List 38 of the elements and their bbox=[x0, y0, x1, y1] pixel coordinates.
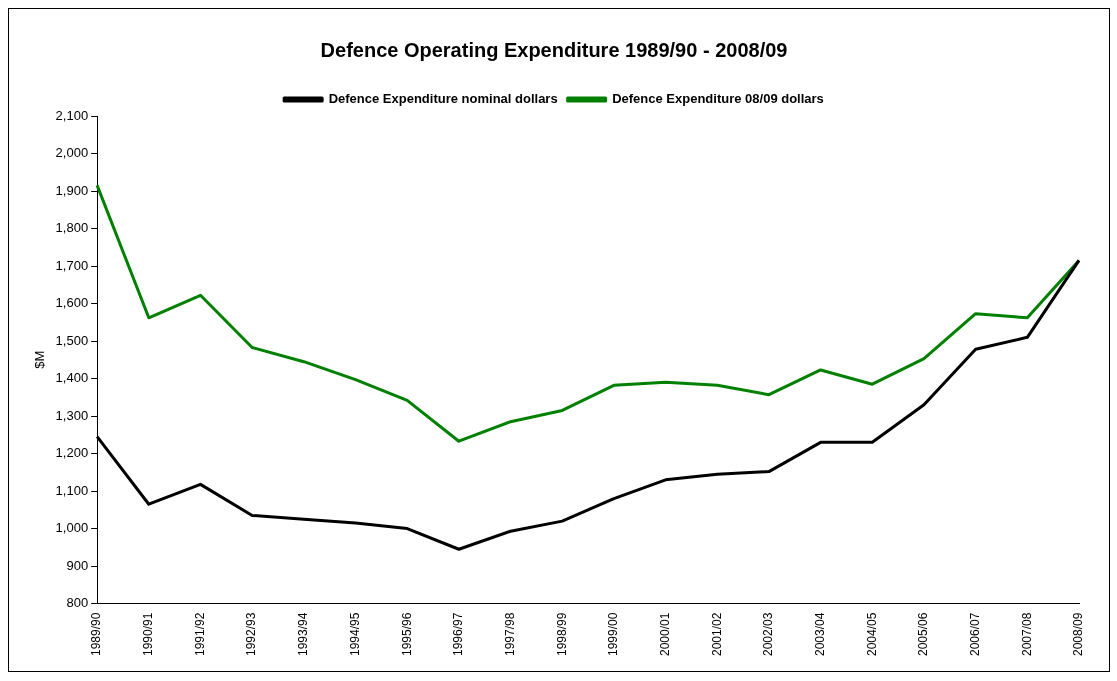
y-tick-label: 1,100 bbox=[55, 482, 89, 498]
x-tick-label: 1997/98 bbox=[502, 612, 517, 657]
x-tick-label: 1992/93 bbox=[244, 612, 259, 657]
x-tick-label: 2007/08 bbox=[1019, 612, 1034, 657]
y-tick-label: 1,500 bbox=[55, 332, 89, 348]
y-tick-label: 1,800 bbox=[55, 220, 89, 236]
y-tick-label: 2,100 bbox=[55, 107, 89, 123]
legend-label: Defence Expenditure nominal dollars bbox=[328, 91, 558, 107]
y-tick-label: 1,700 bbox=[55, 257, 89, 273]
x-tick-label: 2001/02 bbox=[709, 612, 724, 657]
legend-label: Defence Expenditure 08/09 dollars bbox=[612, 91, 824, 107]
x-tick-label: 1991/92 bbox=[192, 612, 207, 657]
x-tick-label: 2002/03 bbox=[761, 612, 776, 657]
x-tick-label: 1993/94 bbox=[296, 612, 311, 657]
x-tick-label: 2005/06 bbox=[916, 612, 931, 657]
chart-title: Defence Operating Expenditure 1989/90 - 2008/09 bbox=[320, 38, 788, 61]
y-tick-label: 1,000 bbox=[55, 520, 89, 536]
y-tick-label: 1,200 bbox=[55, 445, 89, 461]
x-tick-label: 2004/05 bbox=[864, 612, 879, 657]
x-tick-label: 1995/96 bbox=[399, 612, 414, 657]
x-tick-label: 1989/90 bbox=[89, 612, 104, 657]
x-tick-label: 1998/99 bbox=[554, 612, 569, 657]
x-tick-label: 2000/01 bbox=[657, 612, 672, 657]
x-tick-label: 2003/04 bbox=[812, 612, 827, 657]
x-tick-label: 1996/97 bbox=[451, 612, 466, 657]
y-tick-label: 2,000 bbox=[55, 145, 89, 161]
x-tick-label: 2006/07 bbox=[967, 612, 982, 657]
x-tick-label: 1990/91 bbox=[141, 612, 156, 657]
x-tick-label: 2008/09 bbox=[1071, 612, 1086, 657]
x-tick-label: 1999/00 bbox=[606, 612, 621, 657]
y-axis-title: $M bbox=[32, 350, 48, 369]
y-tick-label: 1,600 bbox=[55, 295, 89, 311]
y-tick-label: 1,300 bbox=[55, 407, 89, 423]
y-tick-label: 1,400 bbox=[55, 370, 89, 386]
y-tick-label: 1,900 bbox=[55, 182, 89, 198]
y-tick-label: 800 bbox=[66, 595, 89, 611]
x-tick-label: 1994/95 bbox=[347, 612, 362, 657]
y-tick-label: 900 bbox=[66, 557, 89, 573]
